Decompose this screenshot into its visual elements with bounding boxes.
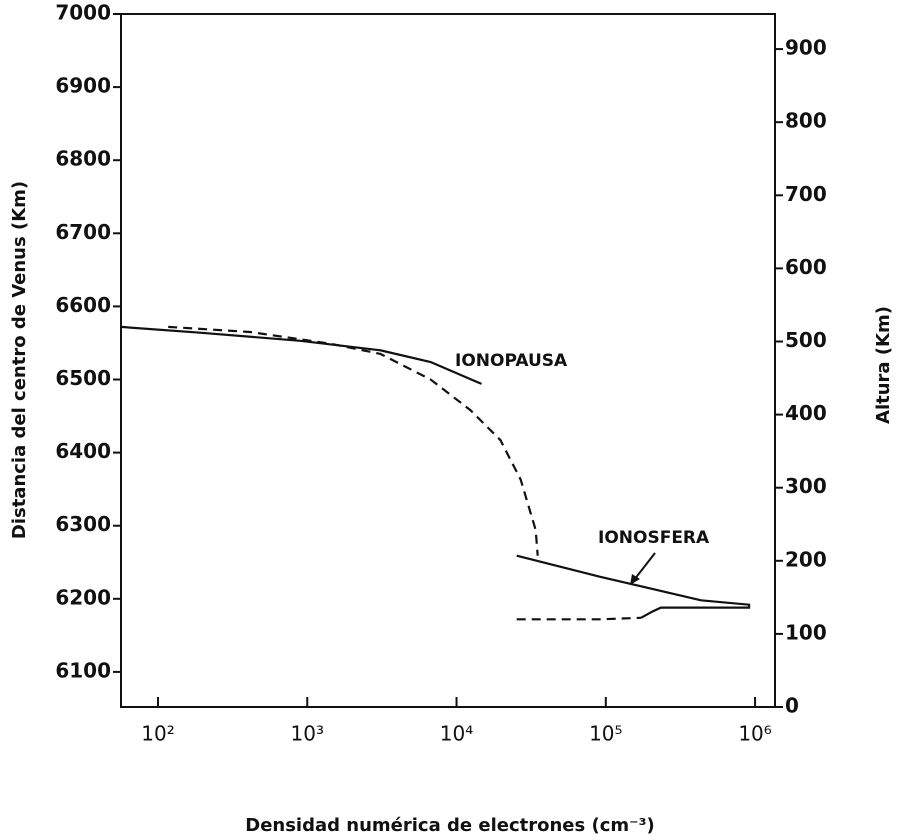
y2-tick-label: 300: [785, 474, 827, 498]
y2-tick-label: 0: [785, 694, 799, 718]
series-line: [516, 616, 642, 621]
y-tick-label: 6400: [55, 439, 111, 463]
x-tick-label: 10³: [291, 722, 324, 746]
y2-tick-label: 400: [785, 401, 827, 425]
annotation-arrow: [633, 552, 656, 581]
y-tick-label: 6800: [55, 147, 111, 171]
y2-tick-label: 700: [785, 182, 827, 206]
arrow-head: [630, 574, 640, 585]
y-tick-label: 6600: [55, 293, 111, 317]
y2-tick-label: 200: [785, 547, 827, 571]
annotation: IONOSFERA: [598, 528, 710, 548]
x-tick-label: 10⁵: [589, 722, 622, 746]
y-tick-label: 6900: [55, 74, 111, 98]
y2-tick-label: 100: [785, 620, 827, 644]
x-axis-label: Densidad numérica de electrones (cm⁻³): [245, 815, 654, 836]
y-tick-label: 6700: [55, 220, 111, 244]
series-line: [168, 325, 539, 556]
y2-tick-label: 600: [785, 255, 827, 279]
y-tick-label: 6500: [55, 366, 111, 390]
y2-tick-label: 900: [785, 36, 827, 60]
y-axis-label: Distancia del centro de Venus (Km): [9, 181, 30, 539]
y-tick-label: 6300: [55, 512, 111, 536]
y2-axis-label: Altura (Km): [873, 306, 894, 424]
y2-tick-label: 500: [785, 328, 827, 352]
series-line: [516, 554, 751, 619]
plot-frame: [120, 13, 776, 708]
x-tick-label: 10²: [141, 722, 174, 746]
x-tick-label: 10⁴: [440, 722, 473, 746]
y-tick-label: 7000: [55, 1, 111, 25]
series-line: [120, 325, 482, 385]
y-tick-label: 6200: [55, 585, 111, 609]
x-tick-label: 10⁶: [738, 722, 771, 746]
annotation: IONOPAUSA: [455, 351, 568, 371]
y-tick-label: 6100: [55, 658, 111, 682]
y2-tick-label: 800: [785, 109, 827, 133]
